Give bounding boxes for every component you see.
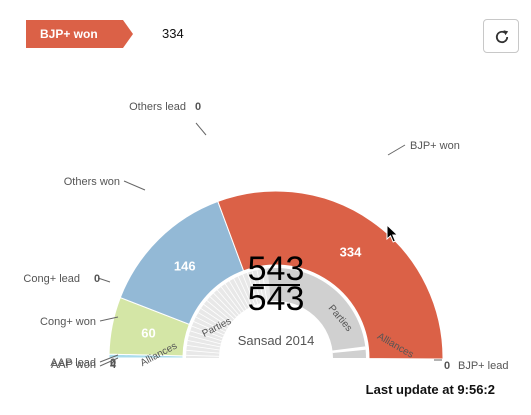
refresh-button[interactable] (483, 19, 519, 53)
outer-label-cong-won: Cong+ won (40, 316, 96, 328)
inner-ring-divider (220, 286, 242, 314)
leader-bjp-won (387, 144, 406, 156)
inner-ring-divider (193, 321, 225, 336)
inner-ring-divider (188, 335, 221, 345)
segment-label-cong-won: 60 (141, 326, 155, 341)
inner-ring-divider (186, 354, 220, 357)
inner-ring-divider (200, 308, 229, 327)
outer-label-cong-lead: Cong+ lead (23, 273, 80, 285)
outer-label-aap-lead: AAP lead (50, 357, 96, 369)
inner-ring-divider (233, 278, 250, 308)
inner-ring-divider (251, 271, 262, 304)
leader-aap-won (99, 357, 119, 367)
leader-cong-won (99, 316, 119, 322)
inner-ring-divider (187, 340, 221, 348)
tag-value: 334 (162, 26, 184, 41)
outer-label-others-lead: Others lead (129, 101, 186, 113)
leader-aap-lead (99, 354, 119, 363)
tag-label: BJP+ won (40, 27, 98, 41)
leader-others-won (123, 180, 146, 191)
outer-label-others-won: Others won (64, 176, 120, 188)
last-update-text: Last update at 9:56:2 (365, 382, 495, 397)
bjp-won-tag: BJP+ won (26, 20, 133, 48)
inner-ring-divider (191, 325, 223, 339)
outer-value-aap-won: 4 (110, 359, 117, 371)
mouse-cursor-icon (386, 224, 399, 243)
outer-value-aap-lead: 0 (110, 357, 116, 369)
outer-label-aap-won: AAP won (51, 359, 96, 371)
inner-ring-divider (195, 316, 226, 333)
segment-label-others-won: 146 (174, 258, 196, 273)
outer-label-bjp-won: BJP+ won (410, 140, 460, 152)
outer-value-others-lead: 0 (195, 101, 201, 113)
inner-ring-divider (237, 276, 253, 307)
outer-value-bjp-lead: 0 (444, 360, 450, 372)
inner-ring-divider (209, 296, 235, 320)
inner-ring-divider (186, 344, 220, 351)
center-label: Sansad 2014 (238, 333, 315, 348)
segment-label-bjp-won: 334 (340, 244, 362, 259)
leader-cong-lead (97, 277, 111, 283)
refresh-icon (495, 30, 509, 44)
tag-arrow-shape (26, 20, 133, 48)
inner-ring-divider (186, 349, 220, 354)
inner-ring-divider (224, 283, 245, 312)
outer-value-cong-lead: 0 (94, 273, 100, 285)
inner-ring-divider (198, 312, 227, 330)
inner-ring-divider (203, 304, 231, 325)
inner-ring-divider (246, 272, 259, 305)
inner-ring-divider (256, 269, 265, 303)
inner-ring-divider (190, 330, 222, 342)
fraction-bottom: 543 (248, 280, 305, 318)
inner-ring-divider (242, 274, 256, 306)
inner-ring-divider (332, 349, 366, 353)
inner-ring-divider (206, 300, 233, 322)
inner-ring-divider (216, 289, 240, 316)
fraction-top: 543 (248, 250, 305, 288)
outer-label-bjp-lead: BJP+ lead (458, 360, 508, 372)
leader-others-lead (195, 122, 207, 136)
inner-ring-divider (213, 292, 237, 318)
inner-ring-right (267, 268, 366, 358)
inner-ring-divider (228, 280, 247, 310)
